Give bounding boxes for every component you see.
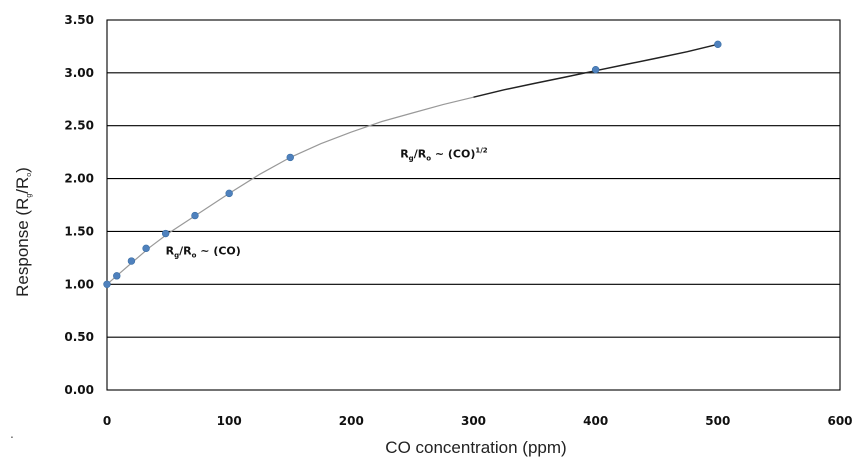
y-axis-title-sub1: g — [26, 194, 33, 198]
data-point — [591, 65, 600, 74]
x-tick-label: 600 — [827, 414, 852, 428]
data-point — [286, 153, 294, 162]
y-axis-title-main: Response (R — [13, 198, 32, 297]
data-point — [191, 211, 199, 220]
y-tick-label: 3.50 — [64, 13, 94, 27]
plot-frame — [106, 19, 841, 391]
y-axis-title-end: ) — [13, 167, 32, 173]
y-tick-label: 1.50 — [64, 224, 94, 238]
y-tick-label: 3.00 — [64, 66, 94, 80]
data-point — [127, 257, 136, 265]
x-tick-label: 0 — [103, 414, 111, 428]
x-tick-label: 400 — [583, 414, 608, 428]
x-tick-label: 200 — [339, 414, 364, 428]
data-point — [161, 229, 170, 238]
annotations: Rg/Ro ~ (CO) Rg/Ro ~ (CO)1/2 — [166, 146, 488, 259]
horizontal-grid — [107, 19, 840, 391]
x-tick-label: 500 — [705, 414, 730, 428]
y-tick-label: 2.50 — [64, 119, 94, 133]
x-tick-label: 300 — [461, 414, 486, 428]
y-axis-title-sub2: o — [26, 173, 33, 177]
data-point — [113, 272, 121, 280]
data-point — [142, 244, 150, 253]
data-points — [103, 40, 722, 288]
fit-annotation-1: Rg/Ro ~ (CO)1/2 — [400, 146, 488, 162]
y-tick-label: 0.00 — [64, 383, 94, 397]
data-point — [103, 280, 111, 288]
fit-annotation-0: Rg/Ro ~ (CO) — [166, 245, 241, 260]
x-axis-title: CO concentration (ppm) — [385, 438, 566, 457]
y-tick-label: 1.00 — [64, 277, 94, 291]
x-tick-labels: 0 100 200 300 400 500 600 — [103, 414, 853, 428]
data-point — [225, 189, 233, 198]
data-point — [714, 40, 722, 49]
x-tick-label: 100 — [217, 414, 242, 428]
y-tick-labels: 0.00 0.50 1.00 1.50 2.00 2.50 3.00 3.50 — [64, 13, 94, 397]
stray-mark: . — [10, 425, 14, 441]
y-tick-label: 0.50 — [64, 330, 94, 344]
fit-curve-light — [106, 96, 474, 285]
y-axis-title: Response (Rg/Ro) — [13, 167, 33, 297]
y-tick-label: 2.00 — [64, 172, 94, 186]
y-axis-title-mid: /R — [13, 177, 32, 194]
